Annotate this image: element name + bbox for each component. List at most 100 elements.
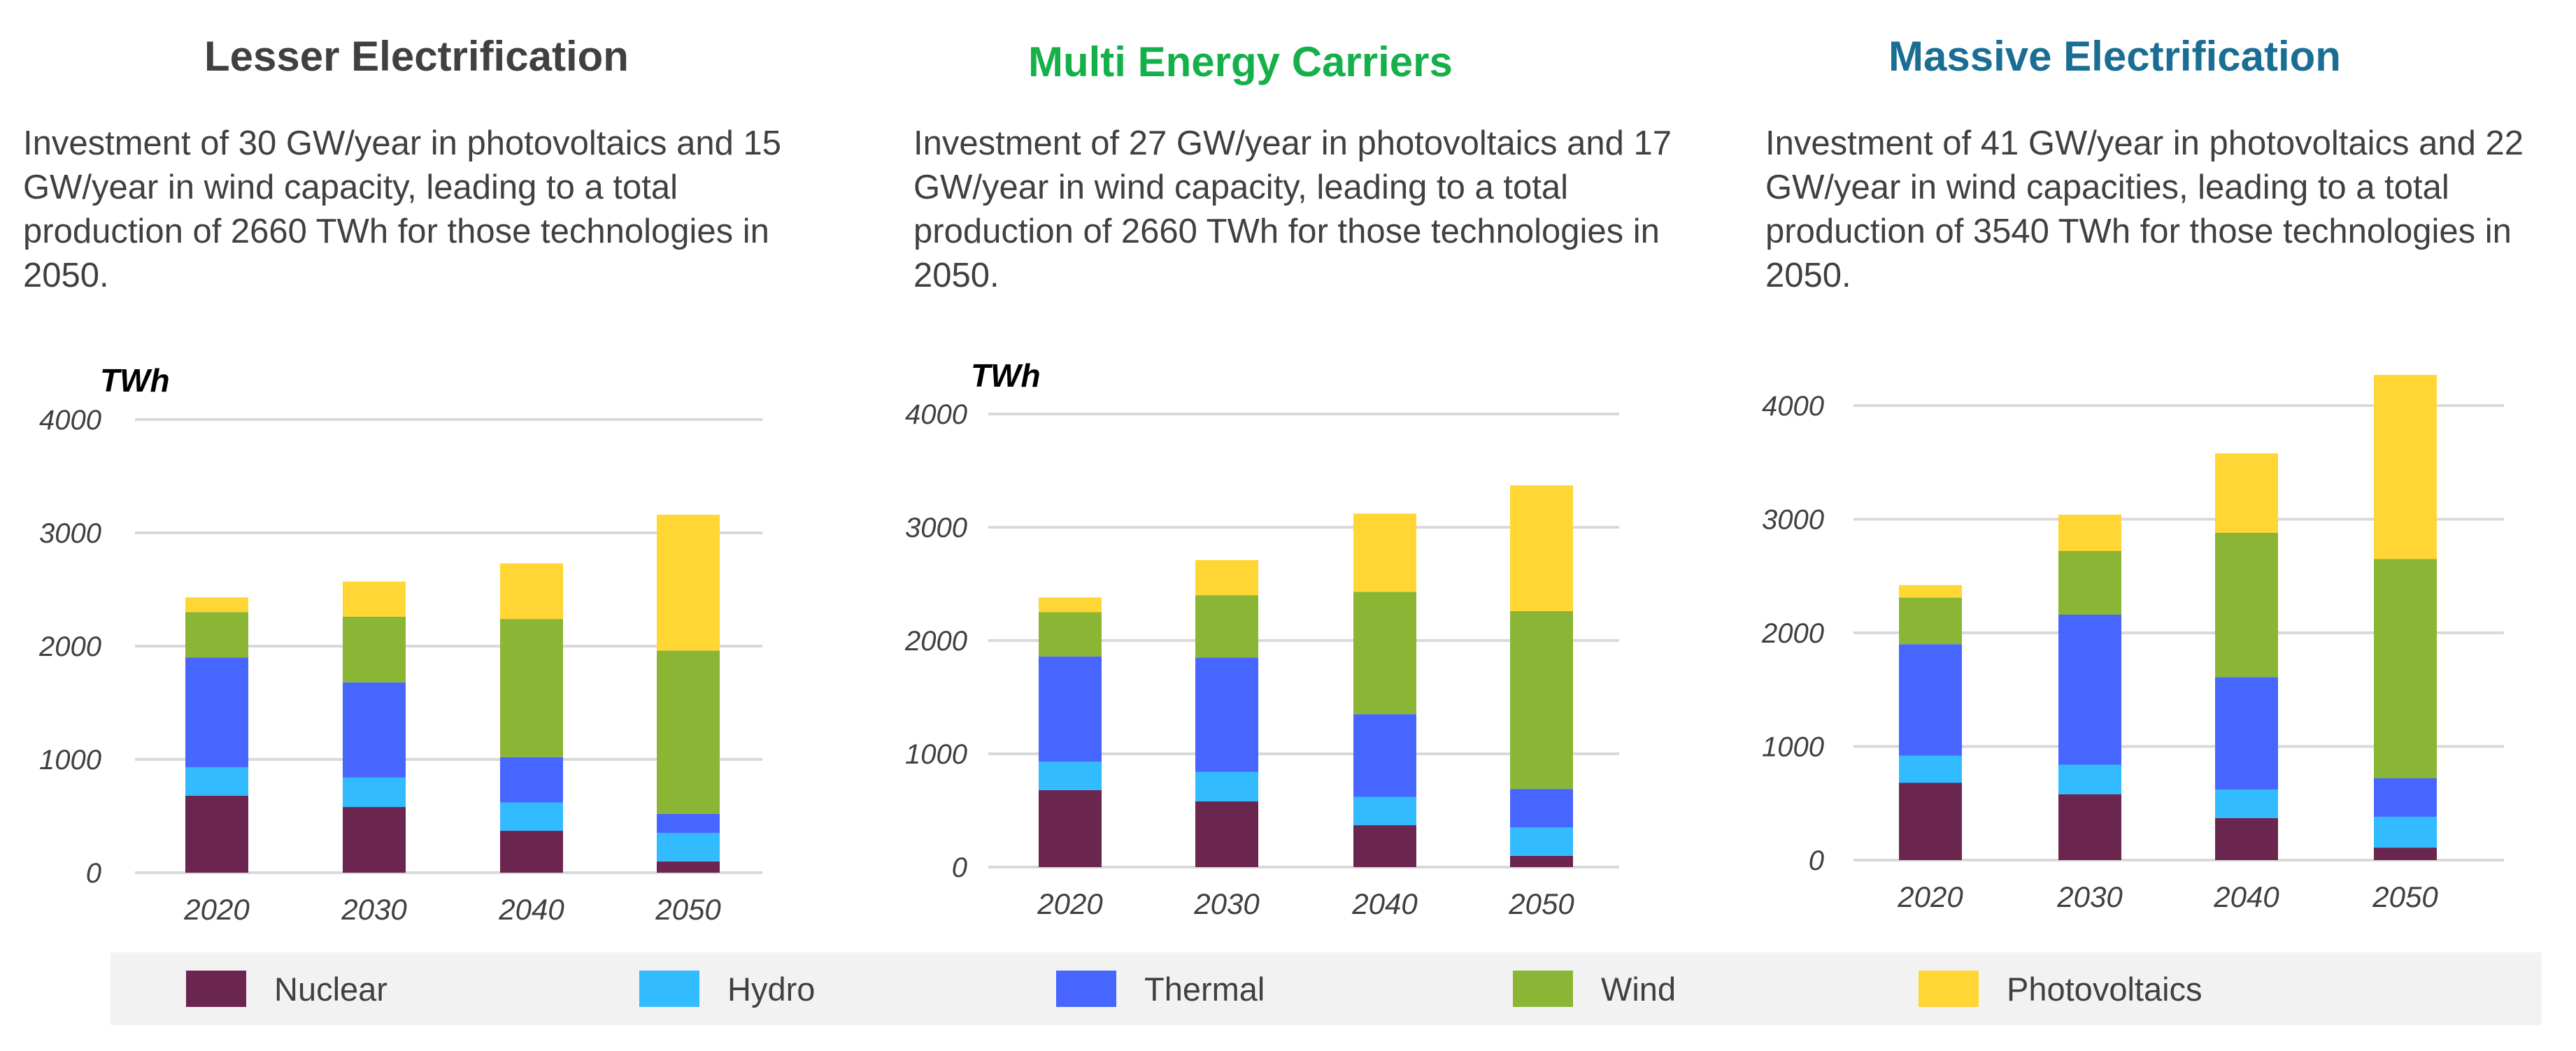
bar-photovoltaics-2030 xyxy=(1195,559,1258,596)
chart-massive-electrification: 0 1000 2000 3000 4000 2020 2030 2040 2050 xyxy=(1761,375,2504,913)
bar-wind-2050 xyxy=(2374,559,2437,778)
bar-photovoltaics-2040 xyxy=(1353,513,1416,592)
bar-thermal-2030 xyxy=(1195,657,1258,772)
bar-wind-2050 xyxy=(657,650,720,814)
bar-hydro-2020 xyxy=(1039,762,1102,790)
bar-photovoltaics-2030 xyxy=(343,581,406,617)
bar-hydro-2040 xyxy=(2215,789,2278,818)
legend-item-thermal: Thermal xyxy=(1056,969,1265,1008)
y-tick-label: 1000 xyxy=(39,745,101,775)
panel-lesser-electrification: Lesser Electrification Investment of 30 … xyxy=(0,0,804,937)
legend-swatch-hydro xyxy=(639,971,699,1007)
bar-hydro-2050 xyxy=(657,833,720,861)
bar-thermal-2020 xyxy=(1899,644,1962,756)
legend-item-wind: Wind xyxy=(1513,969,1676,1008)
x-tick-label: 2020 xyxy=(1037,887,1103,920)
bar-wind-2030 xyxy=(2058,551,2121,615)
bar-nuclear-2020 xyxy=(185,795,248,873)
legend-swatch-thermal xyxy=(1056,971,1116,1007)
bar-thermal-2040 xyxy=(1353,714,1416,797)
y-unit-label: TWh xyxy=(100,362,170,399)
bar-thermal-2030 xyxy=(2058,615,2121,765)
panel-title: Massive Electrification xyxy=(1888,33,2341,80)
x-tick-label: 2030 xyxy=(341,893,407,926)
x-tick-label: 2030 xyxy=(1193,887,1260,920)
bar-hydro-2050 xyxy=(2374,817,2437,848)
legend-item-nuclear: Nuclear xyxy=(186,969,387,1008)
legend-label: Thermal xyxy=(1144,970,1265,1008)
bar-photovoltaics-2050 xyxy=(657,515,720,651)
bar-hydro-2030 xyxy=(2058,764,2121,794)
bar-thermal-2050 xyxy=(2374,778,2437,817)
x-tick-label: 2050 xyxy=(1508,887,1574,920)
legend-swatch-wind xyxy=(1513,971,1573,1007)
bar-hydro-2020 xyxy=(1899,755,1962,783)
bar-nuclear-2020 xyxy=(1899,782,1962,860)
bar-hydro-2050 xyxy=(1510,827,1573,856)
bar-nuclear-2050 xyxy=(2374,848,2437,860)
bar-wind-2030 xyxy=(1195,595,1258,658)
bar-nuclear-2040 xyxy=(2215,817,2278,860)
y-tick-label: 2000 xyxy=(1761,618,1824,649)
legend-label: Wind xyxy=(1601,970,1677,1008)
bar-nuclear-2050 xyxy=(657,861,720,873)
panel-description: Investment of 27 GW/year in photovoltaic… xyxy=(913,124,1672,294)
bar-wind-2020 xyxy=(1039,612,1102,657)
legend-label: Photovoltaics xyxy=(2007,970,2203,1008)
bar-thermal-2050 xyxy=(1510,789,1573,828)
bar-photovoltaics-2020 xyxy=(185,597,248,613)
bar-thermal-2040 xyxy=(2215,677,2278,790)
y-tick-label: 1000 xyxy=(1762,732,1824,763)
y-tick-label: 3000 xyxy=(39,518,101,549)
legend-item-photovoltaics: Photovoltaics xyxy=(1919,969,2203,1008)
bar-thermal-2020 xyxy=(1039,656,1102,762)
bar-hydro-2020 xyxy=(185,767,248,796)
legend-label: Hydro xyxy=(727,970,816,1008)
bar-wind-2020 xyxy=(1899,597,1962,645)
bar-thermal-2050 xyxy=(657,813,720,834)
bar-wind-2040 xyxy=(1353,592,1416,715)
bar-nuclear-2050 xyxy=(1510,855,1573,867)
bar-photovoltaics-2040 xyxy=(2215,453,2278,533)
bar-photovoltaics-2020 xyxy=(1039,597,1102,613)
x-tick-label: 2050 xyxy=(2372,880,2438,913)
chart-lesser-electrification: 0 1000 2000 3000 4000 TWh 2020 2030 2040 2050 xyxy=(38,362,762,926)
bar-nuclear-2030 xyxy=(343,807,406,873)
y-tick-label: 3000 xyxy=(905,513,967,543)
bar-photovoltaics-2030 xyxy=(2058,515,2121,551)
panel-title: Multi Energy Carriers xyxy=(1028,38,1453,85)
y-tick-label: 2000 xyxy=(38,631,101,662)
bar-wind-2040 xyxy=(2215,533,2278,678)
legend-item-hydro: Hydro xyxy=(639,969,815,1008)
x-tick-label: 2030 xyxy=(2056,880,2123,913)
y-tick-label: 4000 xyxy=(905,399,967,430)
bar-wind-2030 xyxy=(343,616,406,682)
x-tick-label: 2040 xyxy=(2213,880,2279,913)
bar-hydro-2040 xyxy=(1353,796,1416,826)
bar-photovoltaics-2040 xyxy=(500,563,563,620)
x-tick-label: 2040 xyxy=(498,893,564,926)
bar-hydro-2030 xyxy=(1195,771,1258,802)
y-tick-label: 0 xyxy=(1809,845,1824,876)
bar-photovoltaics-2050 xyxy=(1510,485,1573,611)
y-tick-label: 3000 xyxy=(1762,505,1824,536)
bar-wind-2050 xyxy=(1510,610,1573,789)
y-tick-label: 0 xyxy=(952,852,967,883)
bar-wind-2020 xyxy=(185,612,248,658)
legend: Nuclear Hydro Thermal Wind Photovoltaics xyxy=(111,952,2542,1025)
x-tick-label: 2020 xyxy=(1897,880,1963,913)
bar-thermal-2030 xyxy=(343,682,406,778)
panel-title: Lesser Electrification xyxy=(204,33,629,80)
bar-nuclear-2040 xyxy=(1353,825,1416,867)
bar-nuclear-2030 xyxy=(1195,801,1258,867)
legend-swatch-photovoltaics xyxy=(1919,971,1979,1007)
bar-nuclear-2030 xyxy=(2058,794,2121,860)
panel-description: Investment of 41 GW/year in photovoltaic… xyxy=(1765,124,2524,294)
legend-label: Nuclear xyxy=(274,970,387,1008)
y-tick-label: 1000 xyxy=(905,739,967,770)
x-tick-label: 2050 xyxy=(655,893,721,926)
bar-thermal-2020 xyxy=(185,657,248,768)
bar-hydro-2040 xyxy=(500,802,563,831)
bar-thermal-2040 xyxy=(500,757,563,803)
